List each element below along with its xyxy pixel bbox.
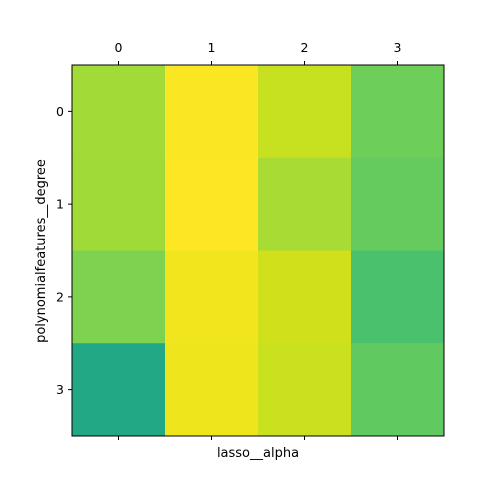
- heatmap-cell-r2-c2: [258, 250, 352, 344]
- heatmap-cell-r2-c3: [351, 250, 445, 344]
- x-axis-label: lasso__alpha: [217, 446, 299, 461]
- axis-ticks: 0 1 2 3 0 1 2 3: [56, 40, 401, 440]
- heatmap-cell-r1-c2: [258, 157, 352, 251]
- x-tick-label-2: 2: [301, 40, 309, 55]
- heatmap-cell-r3-c1: [165, 343, 259, 437]
- heatmap-cell-r0-c1: [165, 65, 259, 159]
- y-tick-label-0: 0: [56, 104, 64, 119]
- heatmap-cell-r0-c3: [351, 65, 445, 159]
- heatmap-cell-r3-c3: [351, 343, 445, 437]
- heatmap-cell-r2-c0: [72, 250, 166, 344]
- y-axis-label: polynomialfeatures__degree: [34, 159, 49, 343]
- y-tick-label-2: 2: [56, 289, 64, 304]
- y-tick-label-1: 1: [56, 197, 64, 212]
- x-tick-label-3: 3: [394, 40, 402, 55]
- x-tick-label-0: 0: [115, 40, 123, 55]
- heatmap-cell-r1-c3: [351, 157, 445, 251]
- y-tick-label-3: 3: [56, 382, 64, 397]
- heatmap-cell-r2-c1: [165, 250, 259, 344]
- heatmap-cells: [72, 65, 445, 437]
- heatmap-cell-r0-c2: [258, 65, 352, 159]
- heatmap-cell-r3-c0: [72, 343, 166, 437]
- x-tick-label-1: 1: [208, 40, 216, 55]
- heatmap-cell-r1-c0: [72, 157, 166, 251]
- heatmap-cell-r0-c0: [72, 65, 166, 159]
- plot-frame: [71, 64, 445, 437]
- heatmap-cell-r1-c1: [165, 157, 259, 251]
- heatmap-cell-r3-c2: [258, 343, 352, 437]
